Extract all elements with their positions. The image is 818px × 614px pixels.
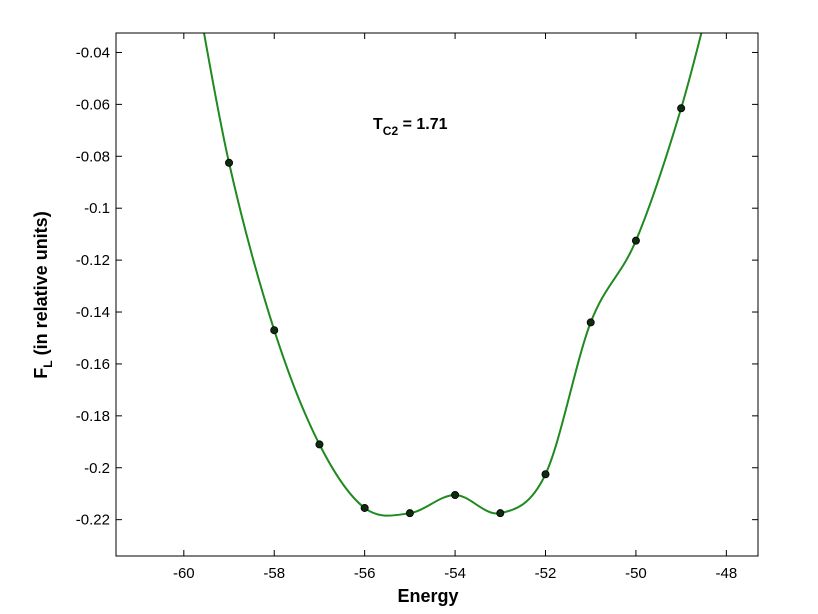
plot-background [116,33,758,556]
data-point [631,236,640,245]
data-point [360,503,369,512]
x-tick-label: -54 [444,565,466,582]
data-point [586,318,595,327]
x-tick-label: -60 [173,565,195,582]
x-tick-label: -52 [535,565,557,582]
data-point [451,491,460,500]
y-axis-title-sub: L [41,360,55,367]
y-tick-label: -0.2 [84,460,110,477]
x-tick-label: -48 [716,565,738,582]
data-points [225,104,686,518]
data-point [541,470,550,479]
y-axis-title-main: F [31,368,51,379]
y-tick-label: -0.06 [76,96,110,113]
data-point [677,104,686,113]
x-tick-label: -56 [354,565,376,582]
y-tick-label: -0.22 [76,512,110,529]
y-tick-label: -0.16 [76,356,110,373]
annotation-sub: C2 [383,124,399,138]
annotation-main: T [373,116,383,133]
y-tick-label: -0.14 [76,304,110,321]
data-point [405,509,414,518]
axes: -60 -58 -56 -54 -52 -50 -48 -0.04 -0.06 -0.08 -0.1… [76,32,759,582]
data-point [225,158,234,167]
plot-area [116,33,758,556]
y-tick-label: -0.18 [76,408,110,425]
y-tick-label: -0.1 [84,200,110,217]
x-tick-label: -50 [625,565,647,582]
axes-frame [115,32,759,557]
y-tick-label: -0.08 [76,148,110,165]
y-tick-label: -0.12 [76,252,110,269]
y-axis-title: FL (in relative units) [31,211,55,378]
data-point [315,440,324,449]
data-point [496,509,505,518]
y-tick-label: -0.04 [76,44,110,61]
annotation-rest: = 1.71 [398,116,447,133]
annotation-label: TC2 = 1.71 [373,116,448,138]
y-axis-title-rest: (in relative units) [31,211,51,360]
x-axis-title: Energy [397,586,458,606]
x-tick-label: -58 [263,565,285,582]
data-point [270,326,279,335]
